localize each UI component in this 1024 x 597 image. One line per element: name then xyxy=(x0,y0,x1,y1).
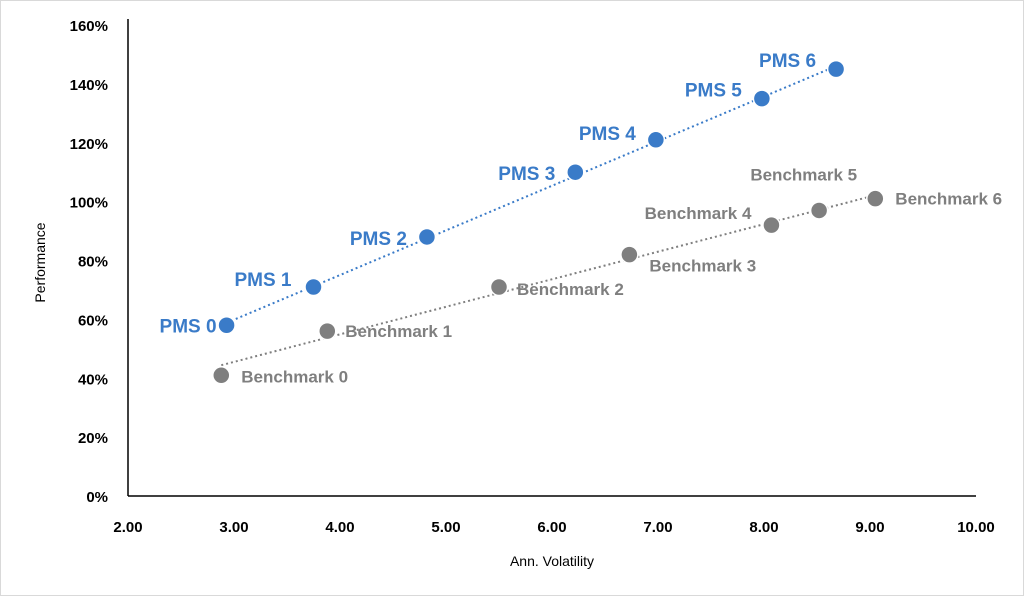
data-point xyxy=(620,245,639,264)
data-label: PMS 3 xyxy=(498,164,555,185)
x-tick-label: 4.00 xyxy=(325,519,354,536)
y-tick-label: 160% xyxy=(70,18,108,35)
data-point xyxy=(217,316,236,335)
x-axis-title: Ann. Volatility xyxy=(510,553,594,569)
data-point xyxy=(566,162,585,182)
y-tick-label: 0% xyxy=(86,489,108,506)
trendline xyxy=(226,65,837,324)
data-point xyxy=(809,201,829,220)
data-points xyxy=(212,59,885,385)
y-axis-title: Performance xyxy=(32,222,48,302)
data-point xyxy=(866,189,885,208)
x-tick-label: 5.00 xyxy=(431,519,460,536)
data-point xyxy=(417,227,437,247)
data-point xyxy=(646,130,666,150)
data-label: PMS 4 xyxy=(579,124,636,145)
x-tick-label: 8.00 xyxy=(749,519,778,536)
data-point xyxy=(826,59,846,79)
data-label: PMS 6 xyxy=(759,51,816,72)
data-point xyxy=(752,89,772,108)
data-point xyxy=(762,215,781,235)
data-point xyxy=(318,321,337,341)
data-label: Benchmark 0 xyxy=(241,367,348,386)
y-tick-label: 80% xyxy=(78,254,108,271)
x-tick-label: 10.00 xyxy=(957,519,995,536)
y-tick-label: 60% xyxy=(78,312,108,329)
data-label: Benchmark 5 xyxy=(750,165,857,184)
y-tick-label: 20% xyxy=(78,430,108,447)
data-point xyxy=(212,366,231,385)
axes xyxy=(127,19,976,497)
data-labels: PMS 0 PMS 1 PMS 2 PMS 3 PMS 4 PMS 5 PMS 6 Bench… xyxy=(160,51,1003,386)
x-tick-label: 9.00 xyxy=(855,519,884,536)
x-tick-label: 2.00 xyxy=(113,519,142,536)
data-label: Benchmark 2 xyxy=(517,280,624,299)
y-tick-labels: 0% 20% 40% 60% 80% 100% 120% 140% 160% xyxy=(70,18,108,506)
data-label: PMS 0 xyxy=(160,316,217,337)
data-label: PMS 2 xyxy=(350,229,407,250)
y-tick-label: 120% xyxy=(70,136,108,153)
y-tick-label: 140% xyxy=(70,77,108,94)
data-label: Benchmark 6 xyxy=(895,190,1002,209)
data-label: PMS 1 xyxy=(234,270,291,291)
data-point xyxy=(304,277,323,297)
data-point xyxy=(489,277,509,297)
x-tick-label: 6.00 xyxy=(537,519,566,536)
data-label: Benchmark 4 xyxy=(645,204,752,223)
x-tick-label: 3.00 xyxy=(219,519,248,536)
y-tick-label: 40% xyxy=(78,371,108,388)
trendlines xyxy=(221,65,876,367)
data-label: PMS 5 xyxy=(685,81,742,102)
x-tick-labels: 2.00 3.00 4.00 5.00 6.00 7.00 8.00 9.00 10.00 xyxy=(113,519,994,536)
data-label: Benchmark 3 xyxy=(649,257,756,276)
x-tick-label: 7.00 xyxy=(643,519,672,536)
y-tick-label: 100% xyxy=(70,195,108,212)
data-label: Benchmark 1 xyxy=(345,322,452,341)
